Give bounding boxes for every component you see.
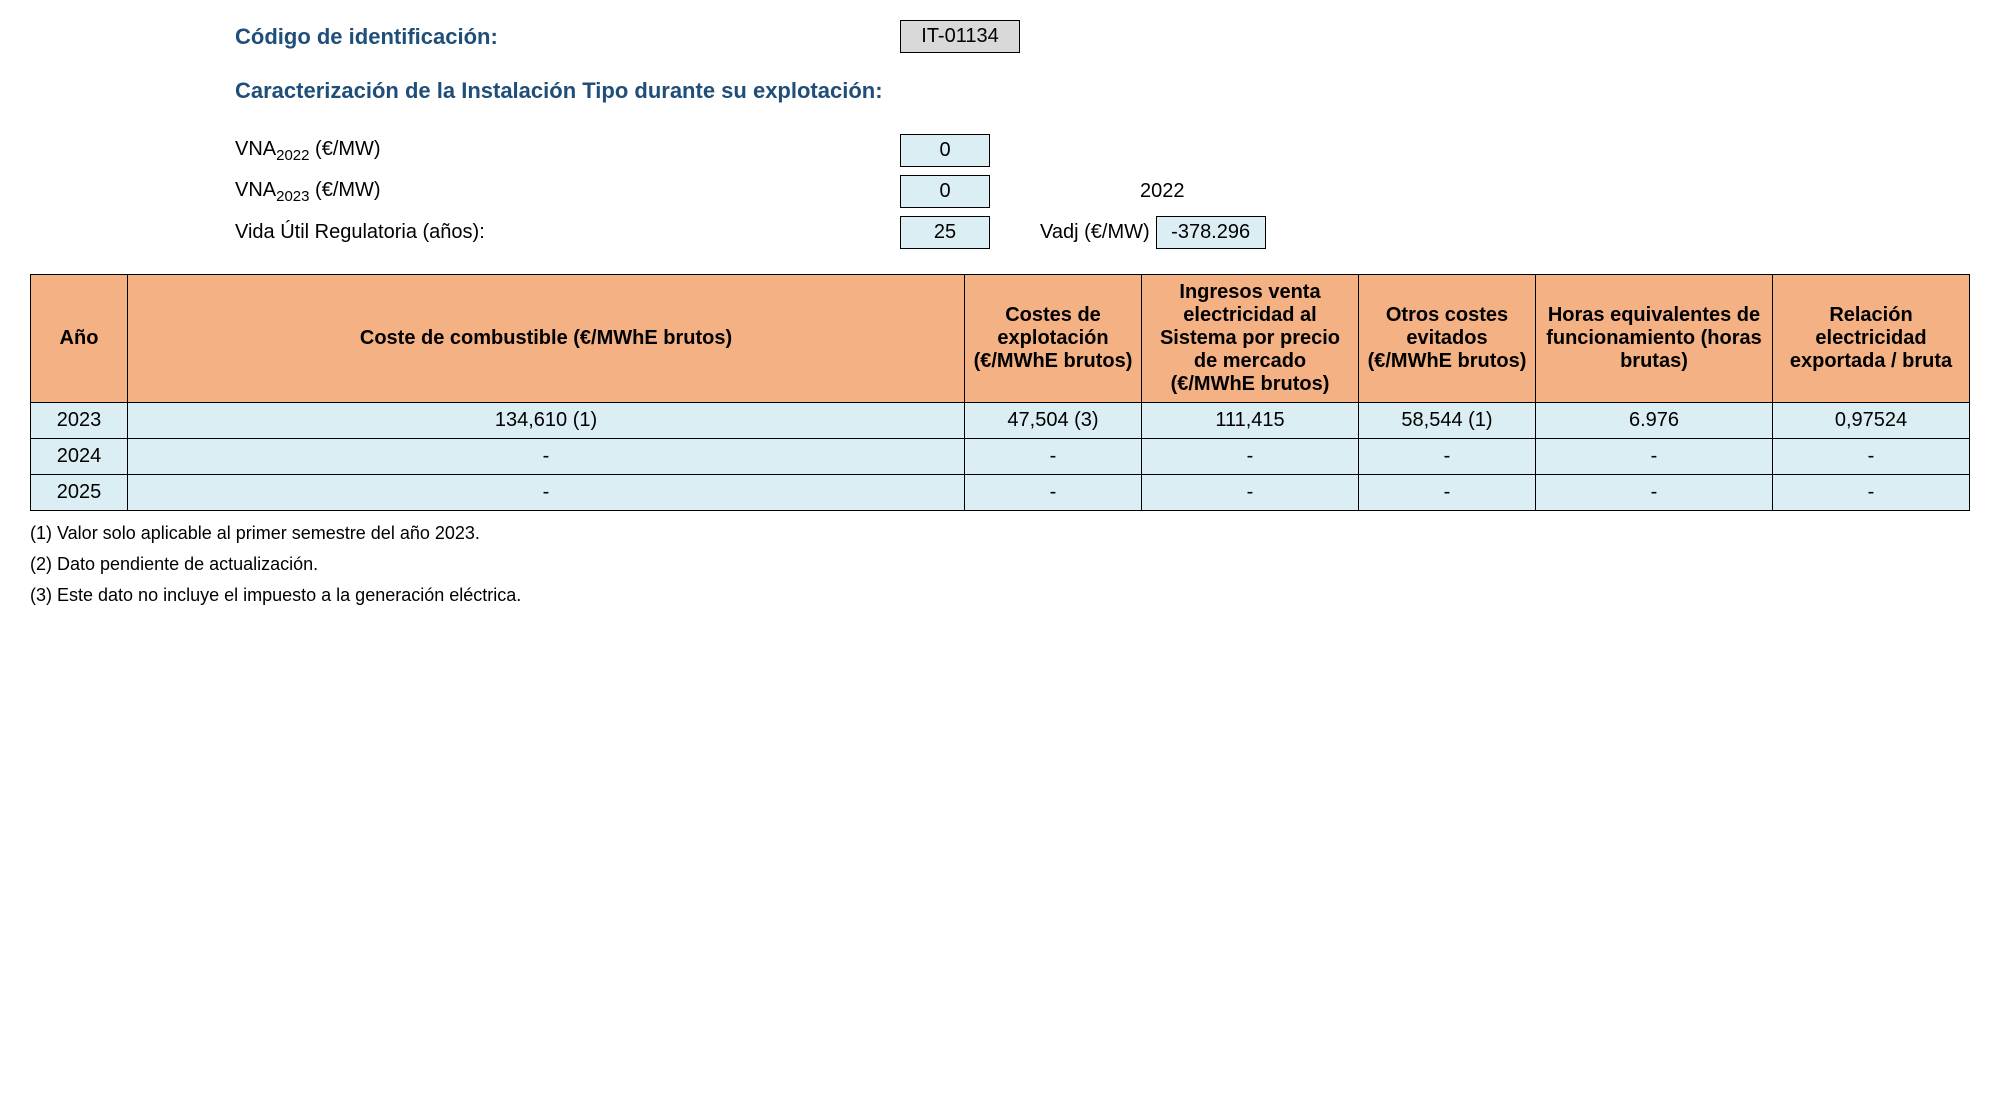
table-cell: - <box>1773 439 1970 475</box>
table-cell: 6.976 <box>1536 403 1773 439</box>
footnote: (3) Este dato no incluye el impuesto a l… <box>30 585 1970 606</box>
table-cell: - <box>1359 475 1536 511</box>
table-col-header: Horas equivalentes de funcionamiento (ho… <box>1536 275 1773 403</box>
vna2023-row: VNA2023 (€/MW) 0 2022 <box>30 175 1970 208</box>
caract-label: Caracterización de la Instalación Tipo d… <box>30 78 900 104</box>
vna2022-value: 0 <box>900 134 990 167</box>
codigo-label: Código de identificación: <box>30 24 900 50</box>
table-cell: - <box>1142 439 1359 475</box>
footnote: (2) Dato pendiente de actualización. <box>30 554 1970 575</box>
table-cell: 2023 <box>31 403 128 439</box>
table-cell: 47,504 (3) <box>965 403 1142 439</box>
table-cell: 111,415 <box>1142 403 1359 439</box>
vna2023-suffix: (€/MW) <box>310 179 381 201</box>
footnote: (1) Valor solo aplicable al primer semes… <box>30 523 1970 544</box>
table-col-header: Costes de explotación (€/MWhE brutos) <box>965 275 1142 403</box>
caract-row: Caracterización de la Instalación Tipo d… <box>30 78 1970 104</box>
vna2023-prefix: VNA <box>235 179 276 201</box>
vna2022-label: VNA2022 (€/MW) <box>30 138 900 164</box>
vadj-label: Vadj (€/MW) <box>1040 221 1150 244</box>
vadj-group: Vadj (€/MW) -378.296 <box>1040 216 1266 249</box>
table-cell: 58,544 (1) <box>1359 403 1536 439</box>
table-cell: - <box>1773 475 1970 511</box>
codigo-value: IT-01134 <box>900 20 1020 53</box>
table-cell: - <box>1359 439 1536 475</box>
table-cell: 2024 <box>31 439 128 475</box>
table-body: 2023134,610 (1)47,504 (3)111,41558,544 (… <box>31 403 1970 511</box>
table-cell: 2025 <box>31 475 128 511</box>
year-right: 2022 <box>1140 180 1185 203</box>
table-col-header: Ingresos venta electricidad al Sistema p… <box>1142 275 1359 403</box>
vna2022-suffix: (€/MW) <box>310 138 381 160</box>
vna2022-sub: 2022 <box>276 147 309 164</box>
table-cell: 134,610 (1) <box>128 403 965 439</box>
table-col-header: Año <box>31 275 128 403</box>
table-col-header: Relación electricidad exportada / bruta <box>1773 275 1970 403</box>
main-table: AñoCoste de combustible (€/MWhE brutos)C… <box>30 274 1970 511</box>
vna2023-sub: 2023 <box>276 188 309 205</box>
table-head: AñoCoste de combustible (€/MWhE brutos)C… <box>31 275 1970 403</box>
codigo-row: Código de identificación: IT-01134 <box>30 20 1970 53</box>
vadj-value: -378.296 <box>1156 216 1266 249</box>
table-row: 2024------ <box>31 439 1970 475</box>
table-cell: - <box>1536 475 1773 511</box>
table-col-header: Coste de combustible (€/MWhE brutos) <box>128 275 965 403</box>
vida-label: Vida Útil Regulatoria (años): <box>30 221 900 244</box>
vna2022-row: VNA2022 (€/MW) 0 <box>30 134 1970 167</box>
vida-row: Vida Útil Regulatoria (años): 25 Vadj (€… <box>30 216 1970 249</box>
vna2022-prefix: VNA <box>235 138 276 160</box>
table-cell: - <box>128 439 965 475</box>
table-cell: - <box>1142 475 1359 511</box>
table-header-row: AñoCoste de combustible (€/MWhE brutos)C… <box>31 275 1970 403</box>
vna2023-label: VNA2023 (€/MW) <box>30 179 900 205</box>
footnotes: (1) Valor solo aplicable al primer semes… <box>30 523 1970 606</box>
table-cell: - <box>965 439 1142 475</box>
vna2023-value: 0 <box>900 175 990 208</box>
vida-value: 25 <box>900 216 990 249</box>
table-row: 2023134,610 (1)47,504 (3)111,41558,544 (… <box>31 403 1970 439</box>
table-col-header: Otros costes evitados (€/MWhE brutos) <box>1359 275 1536 403</box>
table-cell: - <box>1536 439 1773 475</box>
table-cell: - <box>965 475 1142 511</box>
table-cell: 0,97524 <box>1773 403 1970 439</box>
table-cell: - <box>128 475 965 511</box>
table-row: 2025------ <box>31 475 1970 511</box>
